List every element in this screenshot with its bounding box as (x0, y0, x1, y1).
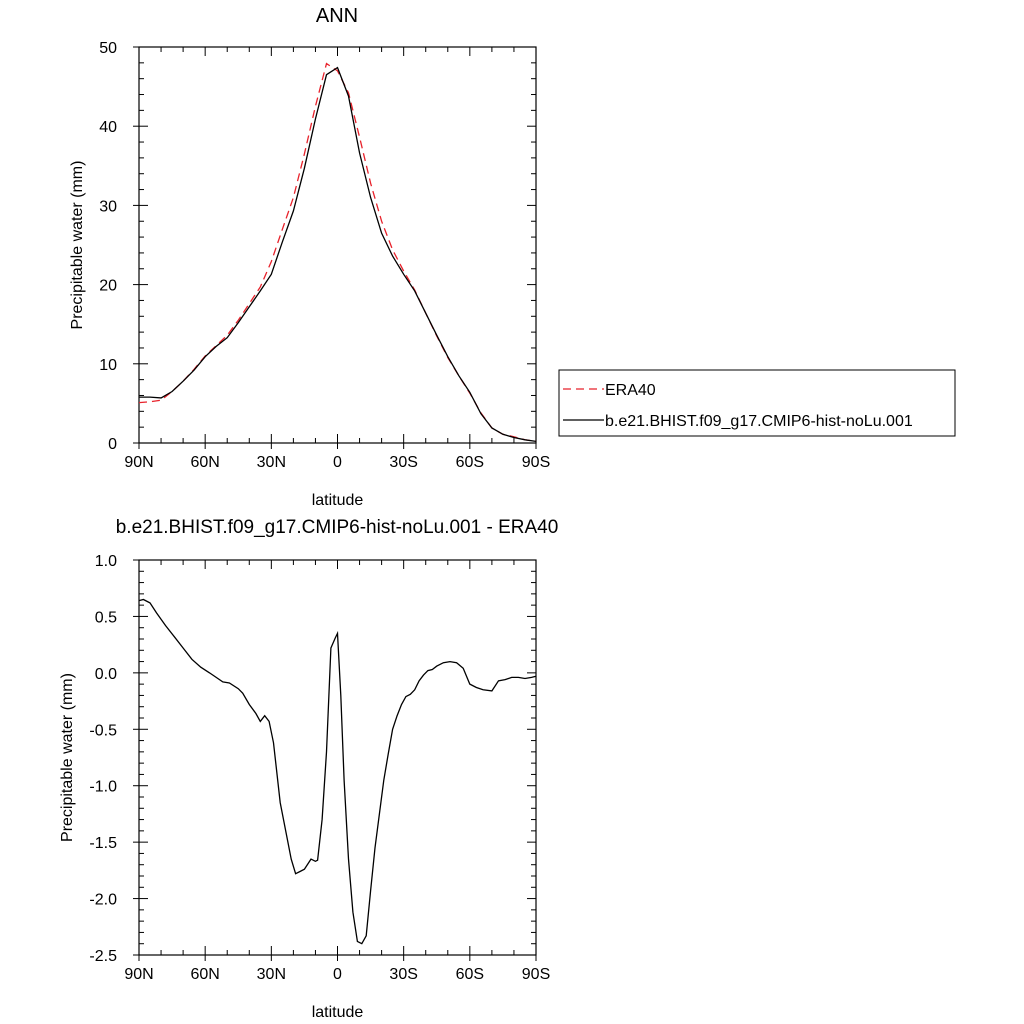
series-line-era40 (138, 62, 537, 443)
legend: ERA40 b.e21.BHIST.f09_g17.CMIP6-hist-noLu… (558, 369, 956, 437)
top-panel-precipitable-water: ANN 90N 60N 30N 0 30S 60S 90S 0 10 20 30 40 50 latitud… (69, 5, 550, 509)
x-tick-label: 30S (389, 966, 417, 983)
y-tick-label: 10 (99, 357, 117, 374)
x-tick-label: 30S (389, 454, 417, 471)
chart-title: ANN (316, 5, 358, 27)
x-tick-label: 30N (257, 966, 286, 983)
y-tick-label: -2.5 (89, 948, 117, 965)
chart-title: b.e21.BHIST.f09_g17.CMIP6-hist-noLu.001 … (116, 517, 559, 538)
y-tick-label: 30 (99, 198, 117, 215)
x-tick-label: 90N (124, 966, 153, 983)
plot-frame (138, 559, 537, 956)
y-tick-label: 0.0 (95, 666, 117, 683)
x-tick-label: 60S (456, 454, 484, 471)
legend-label: ERA40 (605, 382, 656, 399)
plot-frame (138, 46, 537, 444)
x-tick-label: 90S (522, 966, 550, 983)
x-tick-label: 0 (333, 966, 342, 983)
series-line-b-e21-bhist-f09-g17-cmip6-hist-nolu-001 (139, 66, 537, 443)
y-tick-label: 50 (99, 40, 117, 57)
y-tick-label: -0.5 (89, 722, 117, 739)
y-tick-label: 0 (108, 436, 117, 453)
y-axis-label: Precipitable water (mm) (59, 673, 76, 842)
bottom-panel-difference: b.e21.BHIST.f09_g17.CMIP6-hist-noLu.001 … (59, 517, 558, 1021)
x-tick-label: 60N (190, 966, 219, 983)
x-tick-label: 90N (124, 454, 153, 471)
x-tick-label: 60S (456, 966, 484, 983)
series-line-difference (138, 598, 537, 945)
y-tick-label: 20 (99, 278, 117, 295)
y-axis-label: Precipitable water (mm) (69, 161, 86, 330)
x-tick-label: 30N (257, 454, 286, 471)
y-tick-label: 1.0 (95, 553, 117, 570)
legend-box (558, 369, 956, 437)
y-tick-label: -2.0 (89, 892, 117, 909)
x-tick-label: 0 (333, 454, 342, 471)
y-tick-label: 40 (99, 119, 117, 136)
x-axis-label: latitude (312, 1004, 364, 1021)
y-tick-label: -1.0 (89, 779, 117, 796)
y-tick-label: -1.5 (89, 835, 117, 852)
x-tick-label: 60N (190, 454, 219, 471)
x-axis-label: latitude (312, 492, 364, 509)
legend-label: b.e21.BHIST.f09_g17.CMIP6-hist-noLu.001 (605, 413, 913, 430)
x-tick-label: 90S (522, 454, 550, 471)
y-tick-label: 0.5 (95, 609, 117, 626)
